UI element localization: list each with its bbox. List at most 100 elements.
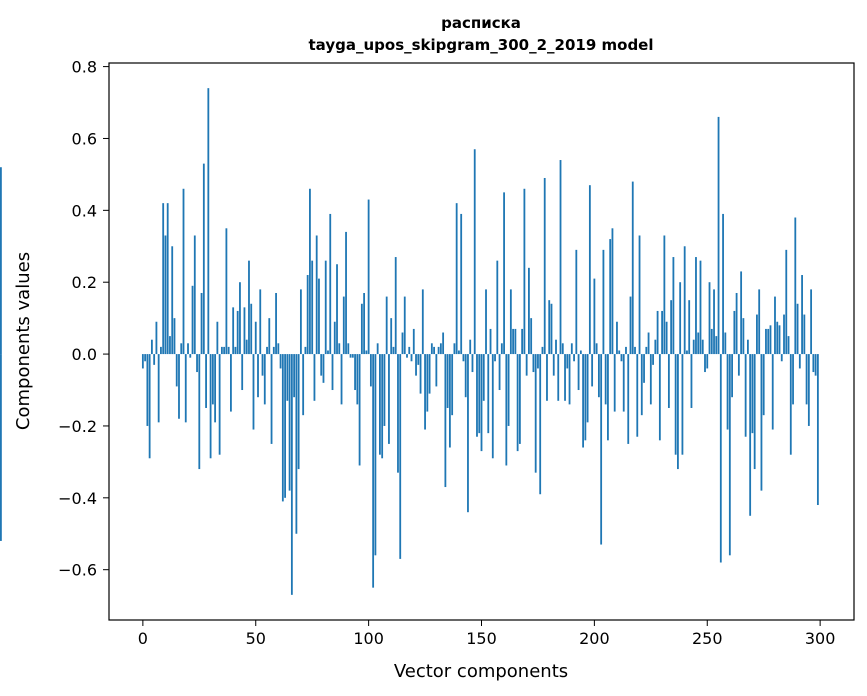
y-tick-label: 0.6: [72, 129, 97, 148]
bar-289: [794, 217, 797, 355]
bar-70: [299, 289, 302, 355]
bar-168: [521, 328, 524, 355]
bar-12: [169, 336, 171, 355]
bar-140: [458, 350, 460, 355]
y-tick-label: −0.2: [58, 417, 97, 436]
bar-82: [327, 350, 329, 355]
bar-217: [631, 181, 634, 355]
bar-287: [789, 354, 792, 455]
bar-43: [239, 282, 241, 355]
bar-209: [613, 354, 616, 412]
bar-83: [329, 213, 332, 355]
bar-34: [218, 354, 221, 455]
bar-267: [744, 354, 747, 437]
bar-64: [286, 354, 289, 401]
bar-36: [223, 346, 226, 355]
bar-65: [288, 354, 291, 491]
bar-203: [600, 354, 603, 545]
bar-121: [415, 354, 417, 376]
bar-240: [683, 246, 686, 355]
bar-96: [358, 354, 361, 466]
bar-77: [315, 235, 318, 355]
bar-91: [347, 343, 350, 355]
bar-228: [656, 310, 659, 355]
bar-10: [164, 235, 167, 355]
bar-118: [408, 346, 411, 355]
bar-26: [200, 292, 203, 355]
bar-213: [622, 354, 625, 412]
bar-269: [749, 354, 752, 516]
y-tick-label: 0.4: [72, 201, 97, 220]
bar-216: [629, 296, 632, 355]
bar-178: [543, 177, 546, 355]
x-tick-label: 100: [353, 629, 384, 648]
bar-49: [252, 354, 255, 430]
bar-188: [566, 354, 569, 369]
bar-80: [322, 354, 325, 383]
bar-143: [464, 354, 467, 398]
bar-40: [232, 307, 235, 355]
bar-265: [740, 271, 743, 355]
bar-230: [661, 310, 664, 355]
bar-272: [756, 314, 758, 355]
bar-258: [724, 332, 727, 355]
bar-78: [318, 278, 320, 355]
bar-264: [737, 354, 740, 376]
bar-131: [437, 346, 440, 355]
bar-215: [627, 354, 630, 444]
bar-22: [191, 285, 194, 355]
bar-225: [649, 354, 652, 405]
bar-255: [717, 116, 720, 355]
bar-165: [514, 328, 517, 355]
bar-171: [528, 267, 530, 355]
bar-35: [220, 346, 223, 355]
bar-238: [679, 282, 682, 355]
bar-62: [281, 354, 284, 502]
bar-284: [783, 314, 785, 355]
bar-149: [478, 354, 481, 434]
bar-19: [184, 354, 187, 423]
bar-67: [293, 354, 296, 398]
bar-5: [153, 354, 156, 365]
bar-257: [722, 213, 724, 355]
bar-261: [731, 354, 733, 398]
bar-174: [534, 354, 537, 473]
bar-58: [272, 346, 275, 355]
bar-134: [444, 354, 447, 488]
bar-179: [546, 354, 548, 401]
bar-138: [453, 343, 456, 355]
bar-210: [616, 321, 618, 355]
bar-87: [338, 343, 341, 355]
bar-92: [349, 354, 352, 358]
bar-85: [333, 321, 336, 355]
bar-222: [643, 354, 645, 383]
x-axis-ticks: 0 50 100 150 200 250 300: [138, 620, 835, 648]
bar-1: [144, 354, 147, 362]
y-tick-label: −0.4: [58, 489, 97, 508]
bar-6: [155, 321, 158, 355]
bar-160: [503, 192, 505, 355]
bar-282: [778, 325, 781, 355]
bar-53: [261, 354, 264, 376]
bar-198: [588, 185, 591, 355]
bar-75: [311, 260, 314, 355]
bar-229: [658, 354, 661, 441]
bar-201: [595, 343, 598, 355]
bar-256: [719, 354, 722, 563]
bar-116: [403, 296, 406, 355]
y-axis-ticks: −0.6 −0.4 −0.2 0.0 0.2 0.4 0.6 0.8: [58, 58, 109, 580]
bar-76: [313, 354, 316, 401]
bar-254: [715, 336, 718, 355]
bar-291: [798, 354, 801, 369]
bar-157: [496, 260, 499, 355]
bar-250: [706, 354, 709, 369]
bar-105: [379, 354, 381, 455]
bar-63: [284, 354, 286, 498]
bar-74: [309, 188, 311, 355]
bar-111: [392, 346, 395, 355]
bar-231: [663, 235, 666, 355]
bar-218: [634, 346, 636, 355]
bar-242: [688, 300, 691, 355]
bar-148: [476, 354, 478, 437]
bar-283: [780, 354, 783, 362]
